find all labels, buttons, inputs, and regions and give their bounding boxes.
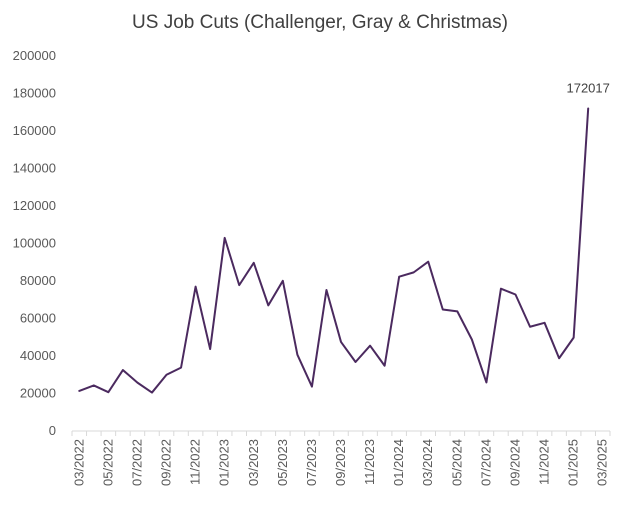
x-tick-label: 09/2022 bbox=[159, 439, 174, 486]
y-tick-label: 140000 bbox=[13, 161, 56, 176]
y-axis: 0 20000 40000 60000 80000 100000 120000 140000 1… bbox=[13, 48, 56, 438]
y-tick-label: 40000 bbox=[20, 348, 56, 363]
y-tick-label: 180000 bbox=[13, 86, 56, 101]
x-tick-label: 01/2023 bbox=[217, 439, 232, 486]
y-tick-label: 0 bbox=[49, 423, 56, 438]
y-tick-label: 20000 bbox=[20, 386, 56, 401]
x-tick-label: 11/2023 bbox=[362, 439, 377, 485]
x-tick-label: 07/2023 bbox=[304, 439, 319, 486]
x-tick-label: 01/2025 bbox=[566, 439, 581, 486]
x-axis: 03/2022 05/2022 07/2022 09/2022 11/2022 01/20… bbox=[71, 430, 611, 486]
y-tick-label: 200000 bbox=[13, 48, 56, 63]
x-tick-label: 03/2023 bbox=[246, 439, 261, 486]
x-tick-label: 07/2022 bbox=[129, 439, 144, 486]
y-tick-label: 120000 bbox=[13, 198, 56, 213]
x-tick-label: 03/2024 bbox=[420, 439, 435, 486]
y-tick-label: 80000 bbox=[20, 273, 56, 288]
x-tick-label: 11/2024 bbox=[537, 439, 552, 485]
annotations: 172017 bbox=[566, 80, 609, 95]
x-tick-label: 01/2024 bbox=[391, 439, 406, 486]
x-tick-label: 09/2023 bbox=[333, 439, 348, 486]
x-tick-label: 05/2024 bbox=[449, 439, 464, 486]
x-tick-label: 05/2022 bbox=[100, 439, 115, 486]
x-tick-label: 11/2022 bbox=[188, 439, 203, 485]
x-tick-label: 07/2024 bbox=[478, 439, 493, 486]
series-line bbox=[78, 107, 590, 394]
x-tick-label: 03/2025 bbox=[595, 439, 610, 486]
y-tick-label: 60000 bbox=[20, 311, 56, 326]
plot-area bbox=[78, 107, 590, 394]
y-tick-label: 160000 bbox=[13, 123, 56, 138]
x-tick-label: 09/2024 bbox=[507, 439, 522, 486]
x-tick-label: 05/2023 bbox=[275, 439, 290, 486]
x-tick-label: 03/2022 bbox=[71, 439, 86, 486]
data-label: 172017 bbox=[566, 80, 609, 95]
y-tick-label: 100000 bbox=[13, 236, 56, 251]
chart-title: US Job Cuts (Challenger, Gray & Christma… bbox=[132, 12, 508, 33]
